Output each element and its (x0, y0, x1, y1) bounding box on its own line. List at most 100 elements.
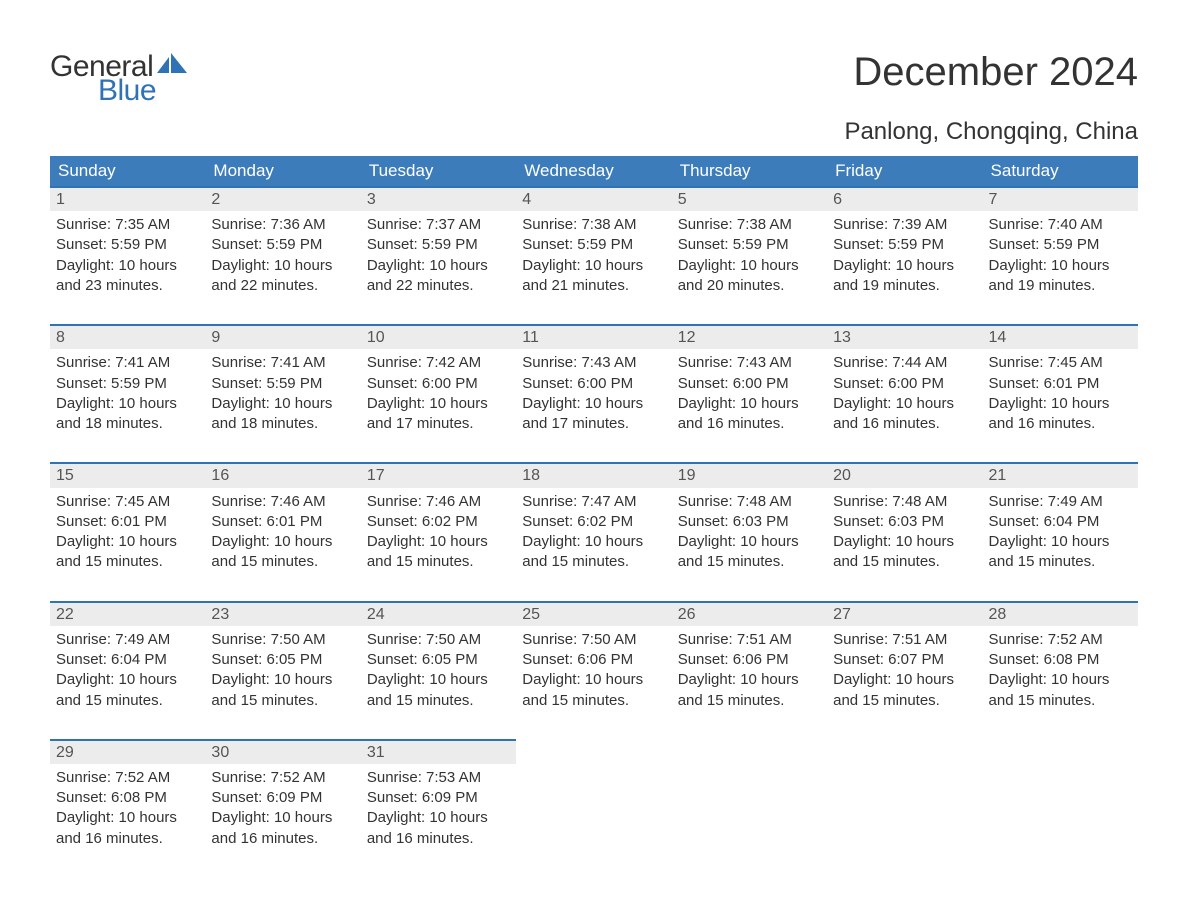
calendar-day-cell: 19Sunrise: 7:48 AMSunset: 6:03 PMDayligh… (672, 463, 827, 601)
day-number: 7 (983, 188, 1138, 211)
day-number: 2 (205, 188, 360, 211)
daylight-line: Daylight: 10 hours and 17 minutes. (367, 394, 510, 435)
daylight-line: Daylight: 10 hours and 15 minutes. (56, 670, 199, 711)
sunset-line: Sunset: 6:05 PM (367, 650, 510, 670)
calendar-day-cell: 23Sunrise: 7:50 AMSunset: 6:05 PMDayligh… (205, 602, 360, 740)
sunset-line: Sunset: 6:00 PM (678, 374, 821, 394)
header: General Blue December 2024 (50, 50, 1138, 108)
calendar-day-cell: 17Sunrise: 7:46 AMSunset: 6:02 PMDayligh… (361, 463, 516, 601)
calendar-day-cell: 11Sunrise: 7:43 AMSunset: 6:00 PMDayligh… (516, 325, 671, 463)
calendar-day-cell: 2Sunrise: 7:36 AMSunset: 5:59 PMDaylight… (205, 187, 360, 325)
day-number: 9 (205, 326, 360, 349)
sunrise-line: Sunrise: 7:43 AM (678, 353, 821, 373)
calendar-day-cell: 1Sunrise: 7:35 AMSunset: 5:59 PMDaylight… (50, 187, 205, 325)
day-number: 14 (983, 326, 1138, 349)
sunrise-line: Sunrise: 7:44 AM (833, 353, 976, 373)
day-number: 4 (516, 188, 671, 211)
calendar-week-row: 8Sunrise: 7:41 AMSunset: 5:59 PMDaylight… (50, 325, 1138, 463)
day-details: Sunrise: 7:43 AMSunset: 6:00 PMDaylight:… (516, 349, 671, 462)
day-number: 6 (827, 188, 982, 211)
day-details: Sunrise: 7:50 AMSunset: 6:06 PMDaylight:… (516, 626, 671, 739)
sunrise-line: Sunrise: 7:45 AM (989, 353, 1132, 373)
sunset-line: Sunset: 5:59 PM (367, 235, 510, 255)
sunrise-line: Sunrise: 7:48 AM (833, 492, 976, 512)
day-details: Sunrise: 7:45 AMSunset: 6:01 PMDaylight:… (983, 349, 1138, 462)
day-details: Sunrise: 7:36 AMSunset: 5:59 PMDaylight:… (205, 211, 360, 324)
sunset-line: Sunset: 6:01 PM (56, 512, 199, 532)
day-number: 10 (361, 326, 516, 349)
sunrise-line: Sunrise: 7:51 AM (833, 630, 976, 650)
sunrise-line: Sunrise: 7:49 AM (989, 492, 1132, 512)
calendar-day-cell: 5Sunrise: 7:38 AMSunset: 5:59 PMDaylight… (672, 187, 827, 325)
day-number: 18 (516, 464, 671, 487)
day-details: Sunrise: 7:46 AMSunset: 6:02 PMDaylight:… (361, 488, 516, 601)
day-details: Sunrise: 7:45 AMSunset: 6:01 PMDaylight:… (50, 488, 205, 601)
sunset-line: Sunset: 5:59 PM (522, 235, 665, 255)
daylight-line: Daylight: 10 hours and 15 minutes. (522, 532, 665, 573)
daylight-line: Daylight: 10 hours and 15 minutes. (678, 670, 821, 711)
calendar-day-cell: 16Sunrise: 7:46 AMSunset: 6:01 PMDayligh… (205, 463, 360, 601)
sunset-line: Sunset: 6:03 PM (678, 512, 821, 532)
sunrise-line: Sunrise: 7:41 AM (211, 353, 354, 373)
day-details: Sunrise: 7:46 AMSunset: 6:01 PMDaylight:… (205, 488, 360, 601)
day-details: Sunrise: 7:37 AMSunset: 5:59 PMDaylight:… (361, 211, 516, 324)
sunset-line: Sunset: 5:59 PM (56, 235, 199, 255)
sunset-line: Sunset: 6:00 PM (367, 374, 510, 394)
sunrise-line: Sunrise: 7:36 AM (211, 215, 354, 235)
sunset-line: Sunset: 5:59 PM (56, 374, 199, 394)
sunrise-line: Sunrise: 7:37 AM (367, 215, 510, 235)
calendar-day-cell: 18 Sunrise: 7:47 AMSunset: 6:02 PMDayligh… (516, 463, 671, 601)
calendar-day-cell: 9Sunrise: 7:41 AMSunset: 5:59 PMDaylight… (205, 325, 360, 463)
calendar-day-cell: 31Sunrise: 7:53 AMSunset: 6:09 PMDayligh… (361, 740, 516, 877)
day-number: 21 (983, 464, 1138, 487)
calendar-header-row: SundayMondayTuesdayWednesdayThursdayFrid… (50, 156, 1138, 187)
day-details: Sunrise: 7:39 AMSunset: 5:59 PMDaylight:… (827, 211, 982, 324)
sunrise-line: Sunrise: 7:47 AM (522, 492, 665, 512)
day-details: Sunrise: 7:38 AMSunset: 5:59 PMDaylight:… (672, 211, 827, 324)
daylight-line: Daylight: 10 hours and 15 minutes. (522, 670, 665, 711)
sunset-line: Sunset: 6:01 PM (989, 374, 1132, 394)
sunrise-line: Sunrise: 7:49 AM (56, 630, 199, 650)
calendar-day-cell: 22Sunrise: 7:49 AMSunset: 6:04 PMDayligh… (50, 602, 205, 740)
calendar-table: SundayMondayTuesdayWednesdayThursdayFrid… (50, 156, 1138, 877)
day-number: 17 (361, 464, 516, 487)
sunrise-line: Sunrise: 7:50 AM (367, 630, 510, 650)
logo: General Blue (50, 50, 187, 108)
logo-word-2: Blue (98, 74, 187, 108)
day-number: 16 (205, 464, 360, 487)
daylight-line: Daylight: 10 hours and 15 minutes. (367, 670, 510, 711)
day-number: 22 (50, 603, 205, 626)
daylight-line: Daylight: 10 hours and 15 minutes. (367, 532, 510, 573)
sunset-line: Sunset: 5:59 PM (211, 235, 354, 255)
calendar-week-row: 29Sunrise: 7:52 AMSunset: 6:08 PMDayligh… (50, 740, 1138, 877)
calendar-day-cell: 28Sunrise: 7:52 AMSunset: 6:08 PMDayligh… (983, 602, 1138, 740)
calendar-day-cell: 26Sunrise: 7:51 AMSunset: 6:06 PMDayligh… (672, 602, 827, 740)
day-details: Sunrise: 7:38 AMSunset: 5:59 PMDaylight:… (516, 211, 671, 324)
day-details: Sunrise: 7:44 AMSunset: 6:00 PMDaylight:… (827, 349, 982, 462)
sunset-line: Sunset: 6:08 PM (56, 788, 199, 808)
sunset-line: Sunset: 6:06 PM (678, 650, 821, 670)
calendar-day-cell: 13Sunrise: 7:44 AMSunset: 6:00 PMDayligh… (827, 325, 982, 463)
calendar-day-cell: 24Sunrise: 7:50 AMSunset: 6:05 PMDayligh… (361, 602, 516, 740)
daylight-line: Daylight: 10 hours and 16 minutes. (989, 394, 1132, 435)
sunset-line: Sunset: 6:06 PM (522, 650, 665, 670)
sunrise-line: Sunrise: 7:45 AM (56, 492, 199, 512)
daylight-line: Daylight: 10 hours and 15 minutes. (989, 532, 1132, 573)
calendar-day-cell (672, 740, 827, 877)
daylight-line: Daylight: 10 hours and 16 minutes. (367, 808, 510, 849)
daylight-line: Daylight: 10 hours and 22 minutes. (211, 256, 354, 297)
calendar-header-cell: Friday (827, 156, 982, 187)
sunrise-line: Sunrise: 7:38 AM (678, 215, 821, 235)
sunset-line: Sunset: 6:08 PM (989, 650, 1132, 670)
day-details: Sunrise: 7:40 AMSunset: 5:59 PMDaylight:… (983, 211, 1138, 324)
day-number: 3 (361, 188, 516, 211)
calendar-week-row: 1Sunrise: 7:35 AMSunset: 5:59 PMDaylight… (50, 187, 1138, 325)
sunrise-line: Sunrise: 7:50 AM (211, 630, 354, 650)
daylight-line: Daylight: 10 hours and 15 minutes. (211, 532, 354, 573)
day-number: 15 (50, 464, 205, 487)
page-title: December 2024 (853, 50, 1138, 95)
day-details: Sunrise: 7:35 AMSunset: 5:59 PMDaylight:… (50, 211, 205, 324)
sunset-line: Sunset: 6:02 PM (522, 512, 665, 532)
day-number: 25 (516, 603, 671, 626)
calendar-day-cell: 21Sunrise: 7:49 AMSunset: 6:04 PMDayligh… (983, 463, 1138, 601)
